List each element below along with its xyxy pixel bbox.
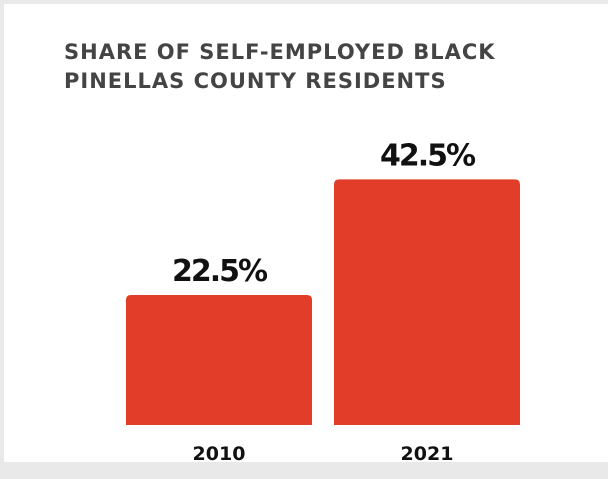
- value-label-2021: 42.5%: [380, 138, 476, 173]
- chart-title: SHARE OF SELF-EMPLOYED BLACK PINELLAS CO…: [64, 40, 496, 93]
- value-label-2010: 22.5%: [172, 254, 268, 289]
- value-labels-group: 22.5% 42.5%: [172, 138, 478, 289]
- category-label-2021: 2021: [401, 443, 454, 462]
- category-labels-group: 2010 2021: [193, 443, 454, 462]
- chart-card: SHARE OF SELF-EMPLOYED BLACK PINELLAS CO…: [4, 4, 608, 462]
- bar-chart: 22.5% 42.5% 2010 2021: [126, 138, 520, 462]
- bar-2021: [334, 179, 520, 425]
- bars-group: [126, 179, 520, 425]
- bar-2010: [126, 294, 312, 425]
- category-label-2010: 2010: [193, 443, 246, 462]
